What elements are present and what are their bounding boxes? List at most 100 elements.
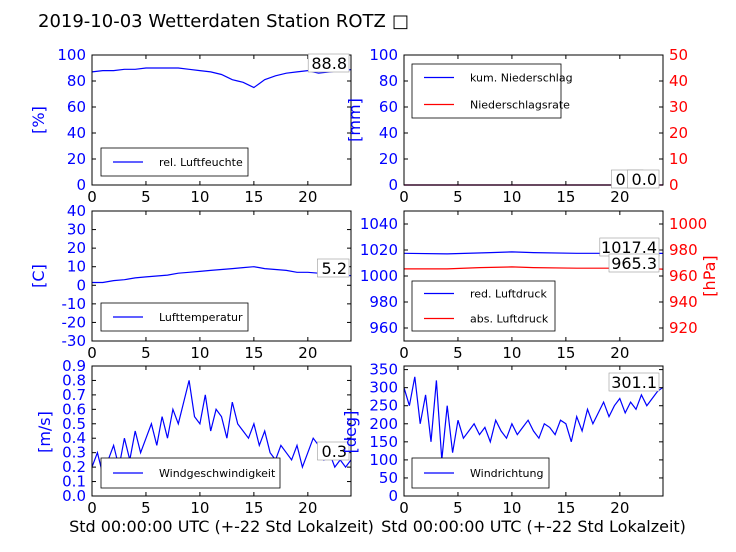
y-tick-label: 50 [379, 469, 398, 487]
annotation-value: 1017.4 [601, 238, 657, 257]
y2-tick-label: 40 [669, 72, 688, 90]
y-tick-label: 100 [57, 46, 86, 64]
y2-tick-label: 10 [669, 150, 688, 168]
y-tick-label: 0.2 [62, 458, 86, 476]
y-axis-label: [C] [29, 264, 48, 288]
y-tick-label: 0.8 [62, 371, 86, 389]
x-tick-label: 15 [244, 188, 263, 206]
y-tick-label: 350 [369, 361, 398, 379]
annotation-value: 5.2 [322, 259, 347, 278]
y-tick-label: -20 [62, 313, 87, 331]
y-tick-label: 20 [67, 239, 86, 257]
y-tick-label: 200 [369, 415, 398, 433]
y-tick-label: 80 [67, 72, 86, 90]
annotation-value: 301.1 [611, 373, 657, 392]
x-tick-label: 15 [244, 499, 263, 517]
y-tick-label: 100 [369, 46, 398, 64]
panel-5: 0 5 10 15 200.00.10.20.30.40.50.60.70.80.9[m… [35, 357, 374, 536]
x-tick-label: 0 [87, 188, 97, 206]
y-tick-label: 0 [76, 176, 86, 194]
x-tick-label: 0 [399, 499, 409, 517]
y-tick-label: -30 [62, 332, 87, 350]
y-tick-label: 0.4 [62, 429, 86, 447]
annotation-value: 88.8 [311, 54, 347, 73]
legend-label: Lufttemperatur [159, 311, 243, 324]
y2-tick-label: 1000 [669, 215, 707, 233]
x-tick-label: 10 [190, 344, 209, 362]
legend-box [100, 302, 249, 332]
x-tick-label: 5 [453, 188, 463, 206]
x-tick-label: 20 [298, 344, 317, 362]
annotation-box [317, 441, 350, 461]
y2-tick-label: 960 [669, 267, 698, 285]
x-tick-label: 10 [502, 344, 521, 362]
x-tick-label: 5 [141, 188, 151, 206]
x-tick-label: 0 [87, 344, 97, 362]
y-tick-label: 60 [379, 98, 398, 116]
legend-box [100, 457, 281, 489]
panel-4: 0 5 10 15 20 960 980 1000 1020 1040 920 940 960 980 10… [360, 210, 719, 362]
legend-label: kum. Niederschlag [470, 72, 573, 85]
y-tick-label: 0.6 [62, 400, 86, 418]
x-axis-label: Std 00:00:00 UTC (+-22 Std Lokalzeit) [381, 517, 686, 536]
annotation-box [317, 258, 350, 278]
x-tick-label: 0 [87, 499, 97, 517]
y-tick-label: 40 [67, 202, 86, 220]
annotation-value: 0.3 [322, 442, 347, 461]
y-tick-label: 960 [369, 319, 398, 337]
x-axis-label: Std 00:00:00 UTC (+-22 Std Lokalzeit) [69, 517, 374, 536]
axes-frame [403, 365, 664, 497]
x-tick-label: 5 [453, 499, 463, 517]
x-tick-label: 20 [298, 499, 317, 517]
legend-label: Windrichtung [470, 467, 543, 480]
x-tick-label: 20 [298, 188, 317, 206]
y-tick-label: 20 [379, 150, 398, 168]
panel-2: 0 5 10 15 20 0 20 40 60 80 100 0 10 20 30 40 50 [mm] kum. … [345, 46, 688, 206]
x-tick-label: 15 [244, 344, 263, 362]
y-tick-label: 100 [369, 451, 398, 469]
y-tick-label: 10 [67, 258, 86, 276]
series-line-1 [92, 266, 352, 284]
series-line-1 [91, 380, 352, 477]
y2-axis-label: [hPa] [700, 255, 719, 296]
y-tick-label: 1000 [360, 267, 398, 285]
y-tick-label: 150 [369, 433, 398, 451]
y-axis-label: [mm] [345, 98, 364, 142]
y-tick-label: 980 [369, 293, 398, 311]
title-unrendered-glyph: □ [392, 11, 409, 32]
y-tick-label: 1040 [360, 215, 398, 233]
x-tick-label: 15 [556, 188, 575, 206]
y2-tick-label: 30 [669, 98, 688, 116]
y-tick-label: 40 [379, 124, 398, 142]
legend-label: Niederschlagsrate [470, 99, 570, 112]
y2-tick-label: 920 [669, 319, 698, 337]
y2-tick-label: 20 [669, 124, 688, 142]
x-tick-label: 15 [556, 344, 575, 362]
legend-label: abs. Luftdruck [470, 313, 549, 326]
y-tick-label: 300 [369, 379, 398, 397]
y2-tick-label: 940 [669, 293, 698, 311]
y-tick-label: 0.5 [62, 415, 86, 433]
series-line-1 [403, 376, 664, 460]
x-tick-label: 15 [556, 499, 575, 517]
y-tick-label: 0.7 [62, 386, 86, 404]
annotation-box [307, 53, 350, 73]
axes-frame [91, 210, 352, 342]
y-tick-label: 250 [369, 397, 398, 415]
annotation-box [608, 253, 660, 273]
x-tick-label: 10 [190, 499, 209, 517]
x-tick-label: 5 [141, 344, 151, 362]
y-tick-label: 0 [388, 487, 398, 505]
x-tick-label: 5 [141, 499, 151, 517]
y-axis-label: [m/s] [35, 411, 54, 453]
x-tick-label: 10 [502, 188, 521, 206]
y-tick-label: 30 [67, 221, 86, 239]
y2-tick-label: 50 [669, 46, 688, 64]
y-tick-label: 0.3 [62, 444, 86, 462]
y-axis-label: [%] [29, 106, 48, 134]
legend-box [411, 63, 562, 119]
y-tick-label: 40 [67, 124, 86, 142]
y2-tick-label: 980 [669, 241, 698, 259]
